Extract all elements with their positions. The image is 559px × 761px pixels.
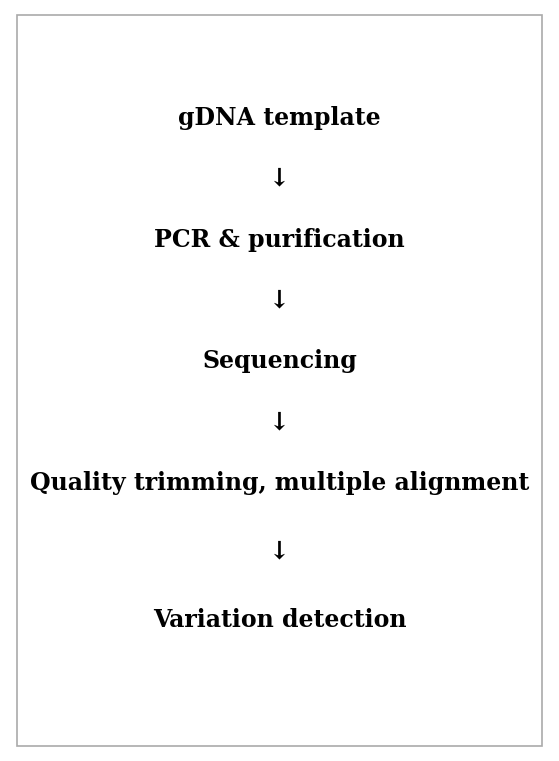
Text: Quality trimming, multiple alignment: Quality trimming, multiple alignment (30, 471, 529, 495)
Text: ↓: ↓ (269, 288, 290, 313)
Text: Variation detection: Variation detection (153, 608, 406, 632)
Text: ↓: ↓ (269, 540, 290, 564)
Text: Sequencing: Sequencing (202, 349, 357, 374)
Text: ↓: ↓ (269, 410, 290, 435)
Text: PCR & purification: PCR & purification (154, 228, 405, 252)
Text: ↓: ↓ (269, 167, 290, 191)
Text: gDNA template: gDNA template (178, 106, 381, 130)
